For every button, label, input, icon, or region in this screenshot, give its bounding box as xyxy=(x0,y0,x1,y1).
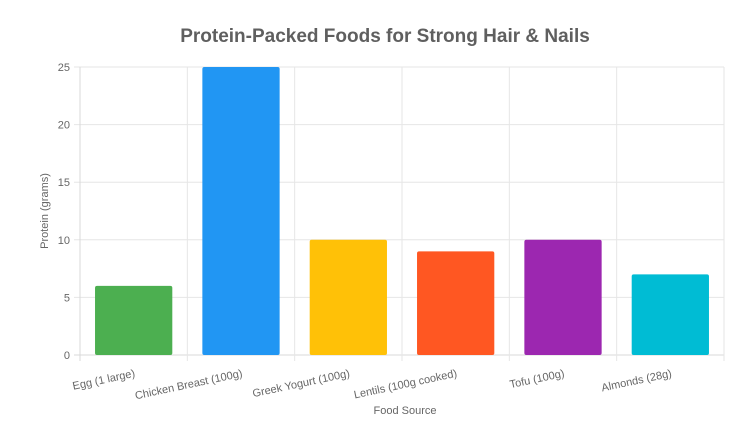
x-tick-label: Almonds (28g) xyxy=(600,368,672,395)
x-tick-label: Greek Yogurt (100g) xyxy=(252,368,351,400)
bar[interactable] xyxy=(95,285,173,355)
x-axis-ticks: Egg (1 large)Chicken Breast (100g) Greek … xyxy=(72,368,673,402)
bar[interactable] xyxy=(202,67,280,355)
bar[interactable] xyxy=(524,239,602,355)
bar[interactable] xyxy=(309,239,387,355)
bar[interactable] xyxy=(417,251,495,355)
y-tick-label: 20 xyxy=(58,120,70,132)
x-tick-label: Egg (1 large) xyxy=(72,368,137,393)
y-tick-label: 0 xyxy=(64,350,70,362)
x-tick-label: Chicken Breast (100g) xyxy=(134,368,244,402)
x-tick-label: Tofu (100g) xyxy=(509,368,566,391)
bars xyxy=(95,67,709,355)
y-tick-label: 10 xyxy=(58,235,70,247)
y-axis-ticks: 0 5 10 15 20 25 xyxy=(58,62,70,362)
y-tick-label: 25 xyxy=(58,62,70,74)
x-axis-label: Food Source xyxy=(374,405,437,417)
grid xyxy=(74,66,725,361)
bar[interactable] xyxy=(631,274,709,355)
y-axis-label: Protein (grams) xyxy=(39,173,51,249)
chart-title: Protein-Packed Foods for Strong Hair & N… xyxy=(180,26,590,47)
x-tick-label: Lentils (100g cooked) xyxy=(353,368,458,402)
y-tick-label: 5 xyxy=(64,292,70,304)
y-tick-label: 15 xyxy=(58,177,70,189)
